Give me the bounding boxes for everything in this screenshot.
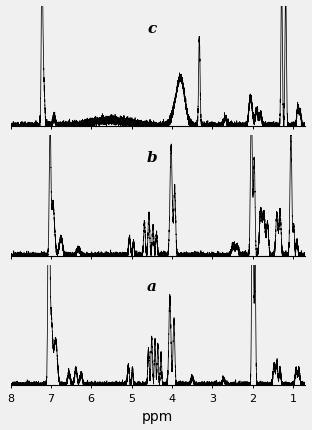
Text: a: a — [147, 280, 157, 294]
X-axis label: ppm: ppm — [142, 409, 173, 423]
Text: c: c — [147, 22, 157, 36]
Text: b: b — [147, 150, 157, 165]
